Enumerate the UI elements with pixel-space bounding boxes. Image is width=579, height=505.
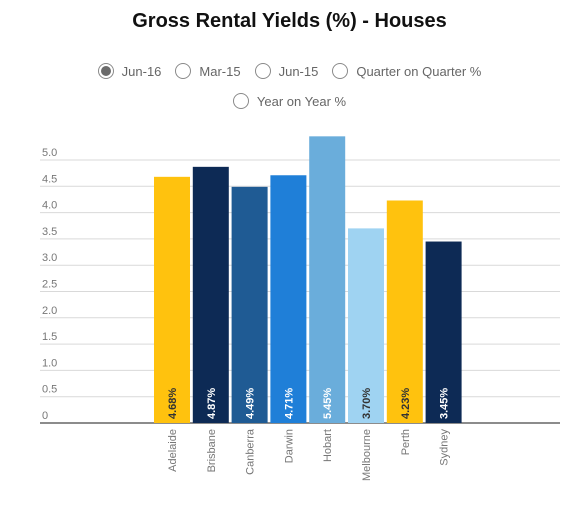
bar-data-label: 4.68% (167, 388, 179, 419)
bar (270, 175, 307, 423)
bar (231, 186, 268, 423)
bar-data-label: 3.70% (361, 388, 373, 419)
radio-quarter-on-quarter[interactable]: Quarter on Quarter % (332, 63, 481, 79)
bar-data-label: 4.23% (400, 388, 412, 419)
radio-label: Year on Year % (256, 93, 347, 109)
bar-data-label: 4.71% (283, 388, 295, 419)
y-tick-label: 3.5 (42, 226, 57, 238)
y-tick-label: 1.0 (42, 357, 57, 369)
bar (425, 241, 462, 423)
y-tick-label: 0 (42, 410, 48, 422)
bar (309, 136, 346, 423)
bar (154, 176, 190, 423)
x-tick-label: Hobart (322, 429, 334, 462)
radio-empty-icon (254, 63, 271, 79)
x-tick-label: Sydney (439, 429, 451, 466)
radio-empty-icon (175, 63, 192, 79)
x-tick-label: Perth (400, 429, 412, 455)
radio-mar-15[interactable]: Mar-15 (175, 63, 241, 79)
option-row: Year on Year % (0, 93, 579, 109)
y-tick-label: 4.5 (42, 173, 57, 185)
radio-label: Jun-16 (121, 63, 162, 79)
radio-selected-icon (97, 63, 114, 79)
radio-label: Jun-15 (278, 63, 319, 79)
radio-empty-icon (232, 93, 249, 109)
radio-label: Mar-15 (199, 63, 241, 79)
y-tick-label: 1.5 (42, 331, 57, 343)
y-tick-label: 4.0 (42, 200, 57, 212)
y-tick-label: 2.0 (42, 305, 57, 317)
radio-empty-icon (332, 63, 349, 79)
bar-data-label: 3.45% (439, 388, 451, 419)
radio-label: Quarter on Quarter % (356, 63, 482, 79)
y-tick-label: 3.0 (42, 252, 57, 264)
y-tick-label: 0.5 (42, 384, 57, 396)
radio-jun-16[interactable]: Jun-16 (97, 63, 162, 79)
bar-data-label: 4.49% (245, 388, 257, 419)
x-tick-label: Canberra (245, 428, 257, 475)
option-row: Jun-16 Mar-15 Jun-15 Quarter on Quarter … (0, 63, 579, 79)
x-tick-label: Brisbane (206, 429, 218, 472)
y-tick-label: 5.0 (42, 147, 57, 159)
radio-jun-15[interactable]: Jun-15 (254, 63, 319, 79)
bar-data-label: 5.45% (322, 388, 334, 419)
bar (386, 200, 423, 423)
bar-data-label: 4.87% (206, 388, 218, 419)
bar (192, 166, 229, 423)
radio-year-on-year[interactable]: Year on Year % (232, 93, 347, 109)
chart-title: Gross Rental Yields (%) - Houses (132, 10, 447, 32)
bar (348, 228, 384, 423)
x-tick-label: Adelaide (167, 429, 179, 472)
x-tick-label: Melbourne (361, 429, 373, 481)
x-tick-label: Darwin (283, 429, 295, 463)
y-tick-label: 2.5 (42, 279, 57, 291)
